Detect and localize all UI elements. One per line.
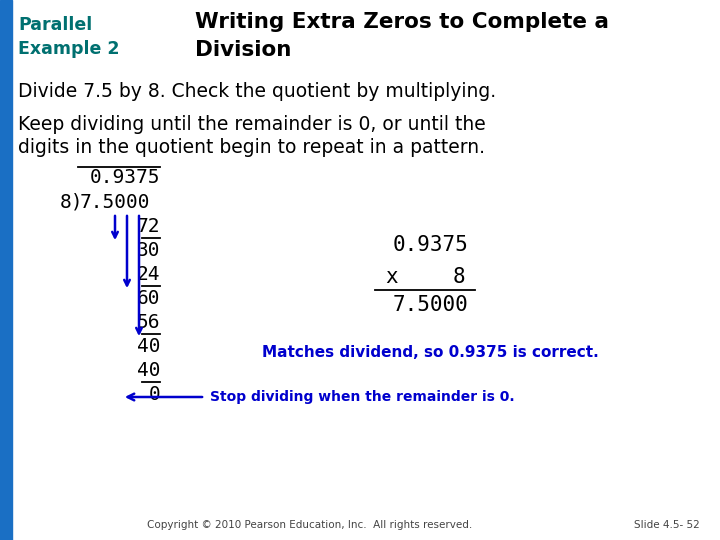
- Text: 60: 60: [137, 289, 160, 308]
- Text: 7.5000: 7.5000: [80, 193, 150, 212]
- Text: 40: 40: [137, 361, 160, 380]
- Text: 8): 8): [60, 193, 84, 212]
- Text: Keep dividing until the remainder is 0, or until the: Keep dividing until the remainder is 0, …: [18, 115, 486, 134]
- Text: 0: 0: [148, 385, 160, 404]
- Bar: [0, 0, 12, 540]
- Text: 40: 40: [137, 337, 160, 356]
- Text: Writing Extra Zeros to Complete a: Writing Extra Zeros to Complete a: [195, 12, 609, 32]
- Text: 30: 30: [137, 241, 160, 260]
- Text: 56: 56: [137, 313, 160, 332]
- Text: Slide 4.5- 52: Slide 4.5- 52: [634, 520, 700, 530]
- Text: 72: 72: [137, 217, 160, 236]
- Text: 0.9375: 0.9375: [89, 168, 160, 187]
- Text: Division: Division: [195, 40, 292, 60]
- Text: Divide 7.5 by 8. Check the quotient by multiplying.: Divide 7.5 by 8. Check the quotient by m…: [18, 82, 496, 101]
- Text: Matches dividend, so 0.9375 is correct.: Matches dividend, so 0.9375 is correct.: [261, 345, 598, 360]
- Text: x: x: [385, 267, 397, 287]
- Text: 24: 24: [137, 265, 160, 284]
- Text: 7.5000: 7.5000: [392, 295, 468, 315]
- Text: Example 2: Example 2: [18, 40, 120, 58]
- Text: Copyright © 2010 Pearson Education, Inc.  All rights reserved.: Copyright © 2010 Pearson Education, Inc.…: [148, 520, 472, 530]
- Text: 8: 8: [452, 267, 465, 287]
- Text: digits in the quotient begin to repeat in a pattern.: digits in the quotient begin to repeat i…: [18, 138, 485, 157]
- Text: Stop dividing when the remainder is 0.: Stop dividing when the remainder is 0.: [210, 390, 515, 404]
- Text: 0.9375: 0.9375: [392, 235, 468, 255]
- Text: Parallel: Parallel: [18, 16, 92, 34]
